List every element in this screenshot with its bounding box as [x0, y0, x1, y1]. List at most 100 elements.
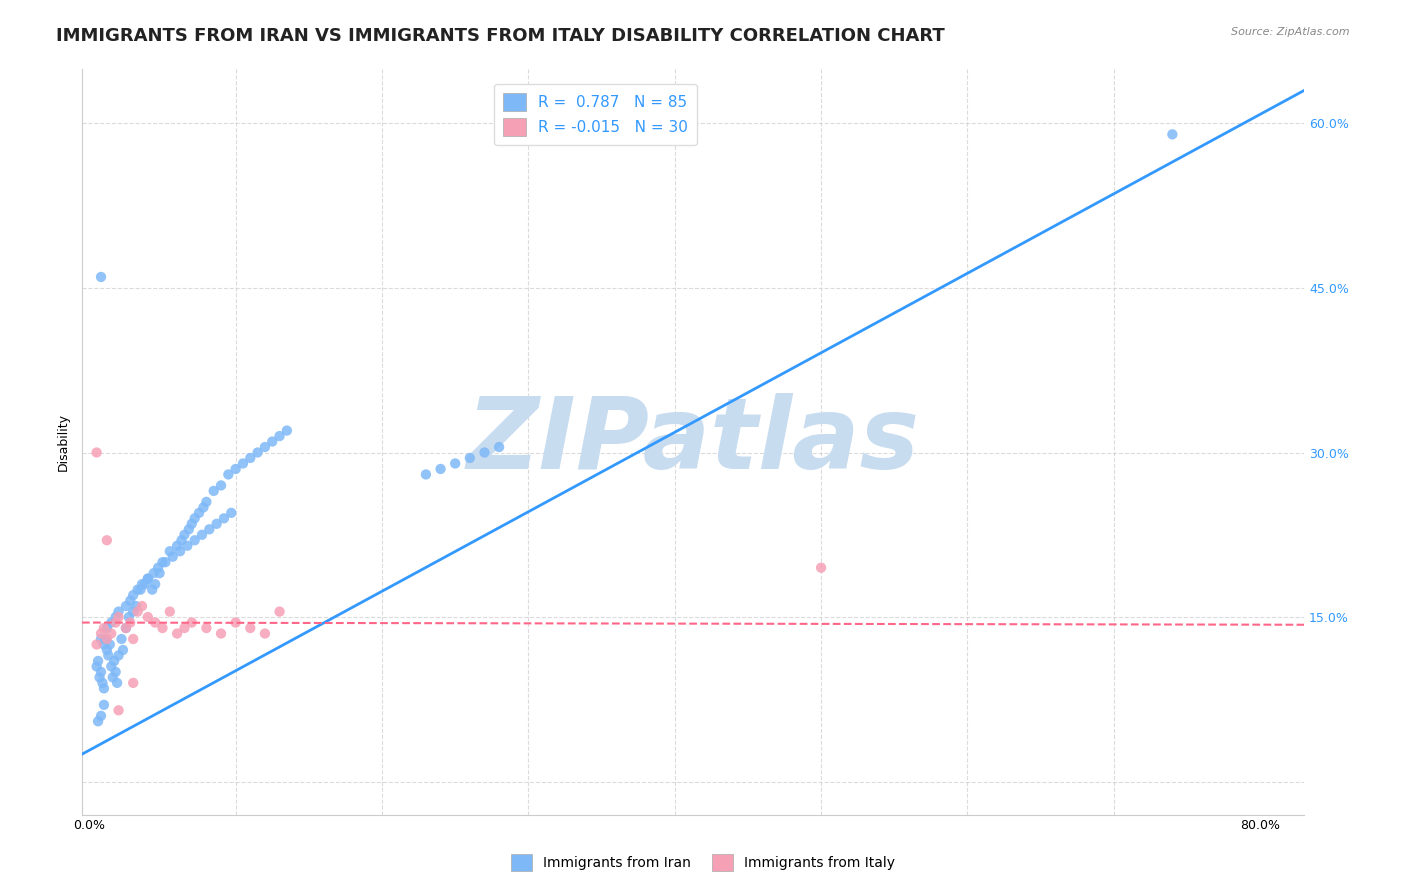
Point — [183, 511, 205, 525]
Point — [115, 621, 138, 635]
Point — [107, 605, 129, 619]
Point — [134, 577, 156, 591]
Point — [98, 638, 121, 652]
Point — [155, 555, 177, 569]
Point — [90, 270, 112, 285]
Point — [170, 533, 193, 548]
Point — [262, 434, 284, 449]
Legend: Immigrants from Iran, Immigrants from Italy: Immigrants from Iran, Immigrants from It… — [506, 848, 900, 876]
Point — [212, 511, 235, 525]
Point — [107, 703, 129, 717]
Point — [239, 621, 262, 635]
Text: IMMIGRANTS FROM IRAN VS IMMIGRANTS FROM ITALY DISABILITY CORRELATION CHART: IMMIGRANTS FROM IRAN VS IMMIGRANTS FROM … — [56, 27, 945, 45]
Point — [195, 495, 218, 509]
Point — [100, 626, 122, 640]
Point — [276, 424, 298, 438]
Point — [444, 457, 467, 471]
Point — [120, 615, 142, 630]
Legend: R =  0.787   N = 85, R = -0.015   N = 30: R = 0.787 N = 85, R = -0.015 N = 30 — [494, 84, 697, 145]
Point — [191, 528, 214, 542]
Point — [474, 445, 496, 459]
Text: ZIPatlas: ZIPatlas — [467, 393, 920, 490]
Point — [129, 582, 152, 597]
Point — [458, 450, 481, 465]
Point — [136, 572, 159, 586]
Point — [429, 462, 451, 476]
Point — [90, 632, 112, 646]
Point — [180, 615, 202, 630]
Point — [90, 626, 112, 640]
Point — [131, 577, 153, 591]
Point — [148, 566, 170, 581]
Point — [100, 615, 122, 630]
Point — [225, 615, 247, 630]
Point — [93, 621, 115, 635]
Point — [104, 665, 127, 679]
Point — [87, 654, 110, 668]
Point — [86, 445, 108, 459]
Point — [93, 681, 115, 696]
Point — [146, 560, 169, 574]
Point — [115, 621, 138, 635]
Point — [101, 670, 124, 684]
Point — [143, 577, 166, 591]
Point — [96, 533, 118, 548]
Point — [104, 615, 127, 630]
Point — [810, 560, 832, 574]
Point — [96, 643, 118, 657]
Point — [136, 572, 159, 586]
Point — [97, 648, 120, 663]
Point — [188, 506, 211, 520]
Point — [152, 555, 174, 569]
Point — [193, 500, 215, 515]
Point — [202, 483, 225, 498]
Point — [122, 632, 145, 646]
Point — [96, 632, 118, 646]
Point — [246, 445, 269, 459]
Point — [219, 506, 242, 520]
Point — [169, 544, 191, 558]
Point — [125, 599, 148, 613]
Point — [120, 593, 142, 607]
Point — [93, 698, 115, 712]
Point — [90, 665, 112, 679]
Point — [152, 621, 174, 635]
Point — [177, 522, 200, 536]
Point — [269, 429, 291, 443]
Point — [107, 648, 129, 663]
Point — [142, 566, 165, 581]
Point — [225, 462, 247, 476]
Point — [173, 621, 195, 635]
Point — [127, 605, 149, 619]
Point — [173, 528, 195, 542]
Point — [166, 539, 188, 553]
Point — [166, 626, 188, 640]
Point — [198, 522, 221, 536]
Point — [209, 478, 232, 492]
Point — [86, 638, 108, 652]
Point — [141, 582, 163, 597]
Point — [136, 610, 159, 624]
Point — [239, 450, 262, 465]
Point — [90, 708, 112, 723]
Point — [115, 599, 138, 613]
Point — [111, 643, 134, 657]
Point — [488, 440, 510, 454]
Point — [176, 539, 198, 553]
Point — [183, 533, 205, 548]
Point — [180, 516, 202, 531]
Point — [127, 582, 149, 597]
Point — [205, 516, 228, 531]
Point — [122, 588, 145, 602]
Point — [118, 610, 141, 624]
Point — [162, 549, 184, 564]
Point — [110, 632, 132, 646]
Point — [143, 615, 166, 630]
Point — [195, 621, 218, 635]
Point — [93, 638, 115, 652]
Text: Source: ZipAtlas.com: Source: ZipAtlas.com — [1232, 27, 1350, 37]
Point — [105, 676, 128, 690]
Point — [1161, 128, 1184, 142]
Point — [209, 626, 232, 640]
Point — [217, 467, 239, 482]
